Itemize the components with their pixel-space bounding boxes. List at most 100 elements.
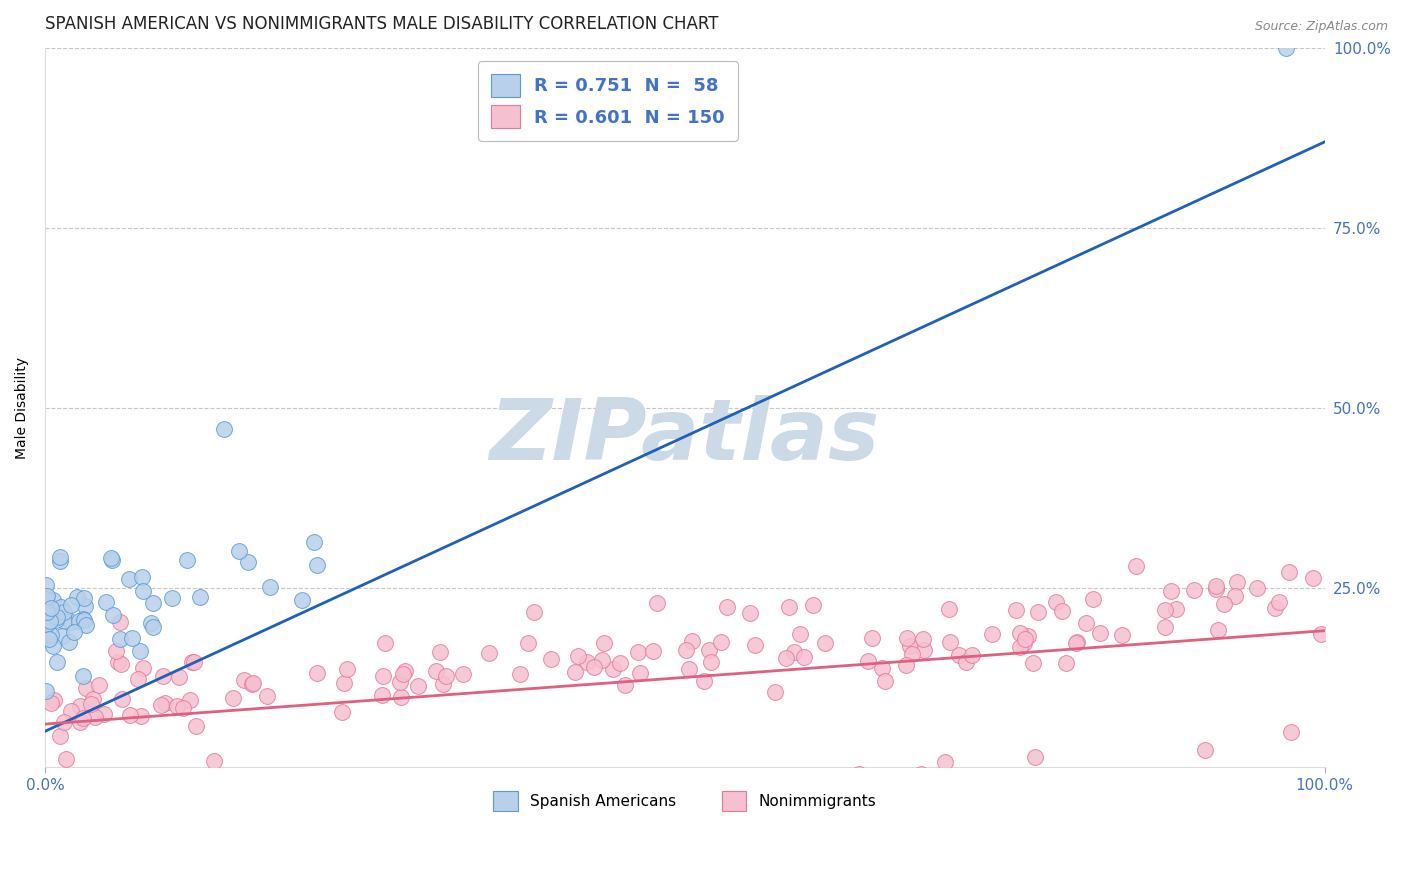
Point xyxy=(678,662,700,676)
Point xyxy=(59,704,82,718)
Point xyxy=(39,696,62,710)
Point xyxy=(699,643,721,657)
Point xyxy=(176,553,198,567)
Point xyxy=(1066,635,1088,649)
Point xyxy=(37,631,59,645)
Point xyxy=(42,640,65,654)
Point xyxy=(94,595,117,609)
Point xyxy=(900,647,922,661)
Point xyxy=(910,767,932,781)
Point xyxy=(49,549,72,564)
Point xyxy=(45,655,67,669)
Point xyxy=(962,648,984,662)
Point xyxy=(202,754,225,768)
Point xyxy=(166,699,188,714)
Point xyxy=(53,614,76,628)
Point xyxy=(801,598,824,612)
Point xyxy=(242,675,264,690)
Point xyxy=(763,684,786,698)
Point xyxy=(84,710,107,724)
Point xyxy=(73,613,96,627)
Point xyxy=(1111,627,1133,641)
Point xyxy=(131,709,153,723)
Point xyxy=(35,684,58,698)
Point xyxy=(1050,604,1073,618)
Point xyxy=(35,592,58,607)
Point xyxy=(793,649,815,664)
Point xyxy=(38,632,60,647)
Point xyxy=(65,590,87,604)
Point xyxy=(873,674,896,689)
Point xyxy=(1083,592,1105,607)
Point xyxy=(180,656,202,670)
Point xyxy=(52,714,75,729)
Point xyxy=(150,698,173,712)
Point xyxy=(1226,574,1249,589)
Point xyxy=(82,692,104,706)
Point xyxy=(35,605,58,619)
Point xyxy=(948,648,970,662)
Point xyxy=(307,558,329,573)
Point xyxy=(1279,725,1302,739)
Point xyxy=(212,422,235,436)
Point xyxy=(848,766,870,780)
Point xyxy=(583,660,606,674)
Point xyxy=(911,632,934,646)
Point xyxy=(645,596,668,610)
Point xyxy=(1246,581,1268,595)
Point xyxy=(184,719,207,733)
Point xyxy=(509,666,531,681)
Point xyxy=(72,612,94,626)
Point xyxy=(62,625,84,640)
Point xyxy=(1054,656,1077,670)
Point xyxy=(1278,565,1301,579)
Point xyxy=(1182,583,1205,598)
Point xyxy=(540,652,562,666)
Point xyxy=(1275,41,1298,55)
Point xyxy=(641,644,664,658)
Point xyxy=(789,627,811,641)
Point xyxy=(72,711,94,725)
Point xyxy=(1005,603,1028,617)
Point xyxy=(1212,597,1234,611)
Point xyxy=(101,552,124,566)
Point xyxy=(104,644,127,658)
Point xyxy=(118,707,141,722)
Point xyxy=(330,705,353,719)
Point xyxy=(305,666,328,681)
Point xyxy=(434,669,457,683)
Point xyxy=(183,655,205,669)
Point xyxy=(429,645,451,659)
Point xyxy=(188,590,211,604)
Point xyxy=(609,657,631,671)
Point xyxy=(517,636,540,650)
Point xyxy=(37,590,59,604)
Point xyxy=(1024,750,1046,764)
Point xyxy=(39,601,62,615)
Y-axis label: Male Disability: Male Disability xyxy=(15,357,30,458)
Point xyxy=(111,692,134,706)
Point xyxy=(371,689,394,703)
Point xyxy=(127,672,149,686)
Point xyxy=(290,593,312,607)
Point xyxy=(392,667,415,681)
Point xyxy=(69,698,91,713)
Point xyxy=(131,570,153,584)
Point xyxy=(1045,595,1067,609)
Point xyxy=(627,645,650,659)
Point xyxy=(39,614,62,628)
Point xyxy=(1074,615,1097,630)
Point xyxy=(451,667,474,681)
Point xyxy=(1160,583,1182,598)
Point xyxy=(1026,605,1049,619)
Point xyxy=(179,692,201,706)
Point xyxy=(425,664,447,678)
Point xyxy=(256,690,278,704)
Point xyxy=(1154,603,1177,617)
Point xyxy=(740,606,762,620)
Point xyxy=(75,618,97,632)
Point xyxy=(523,606,546,620)
Point xyxy=(938,601,960,615)
Point xyxy=(602,663,624,677)
Point xyxy=(333,675,356,690)
